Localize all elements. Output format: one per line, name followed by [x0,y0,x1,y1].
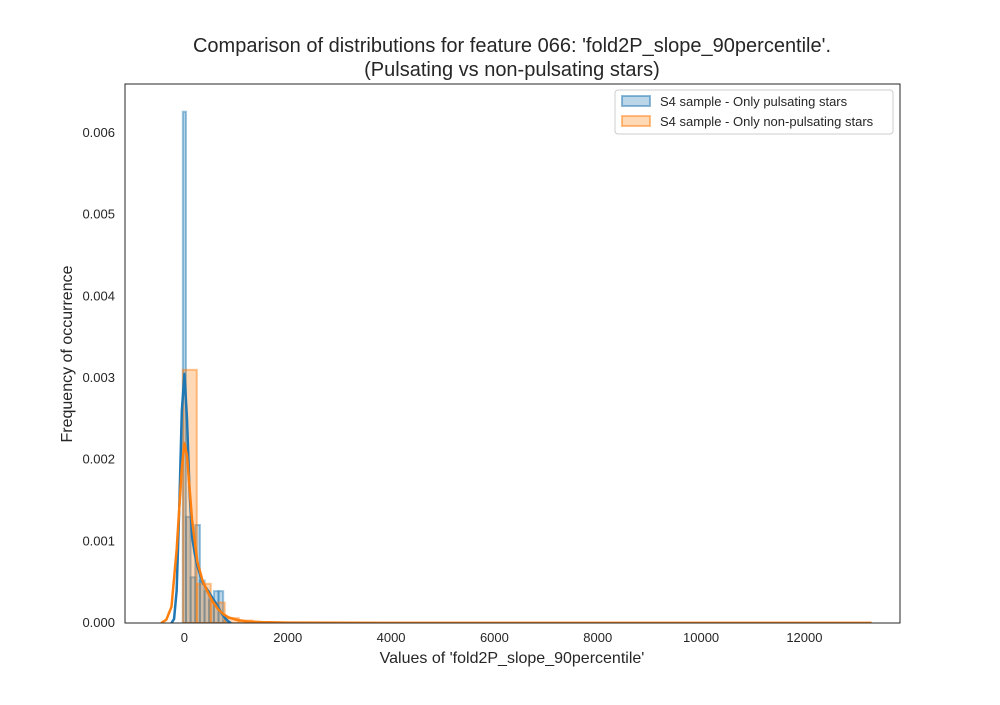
x-tick-label-5: 10000 [683,630,719,645]
legend-swatch-non-pulsating [621,115,651,127]
y-axis-label: Frequency of occurrence [59,265,76,442]
x-tick-label-2: 4000 [377,630,406,645]
x-tick-label-4: 8000 [583,630,612,645]
chart-title-line1: Comparison of distributions for feature … [193,35,831,57]
y-axis-ticks: 0.000 0.001 0.002 0.003 0.004 0.005 0.006 [82,125,115,630]
legend-swatch-pulsating [621,95,651,107]
x-tick-label-3: 6000 [480,630,509,645]
y-tick-label-3: 0.003 [82,370,115,385]
y-tick-label-6: 0.006 [82,125,115,140]
plot-area [160,110,872,623]
legend-label-pulsating: S4 sample - Only pulsating stars [660,94,848,109]
x-tick-label-0: 0 [181,630,188,645]
x-axis-label: Values of 'fold2P_slope_90percentile' [380,650,645,667]
plot-frame [124,83,901,624]
legend-box [614,89,894,135]
y-tick-label-0: 0.000 [82,615,115,630]
x-tick-label-6: 12000 [786,630,822,645]
chart-title-line2: (Pulsating vs non-pulsating stars) [364,59,660,81]
x-tick-label-1: 2000 [273,630,302,645]
y-tick-label-1: 0.001 [82,533,115,548]
legend: S4 sample - Only pulsating stars S4 samp… [614,89,894,135]
legend-label-non-pulsating: S4 sample - Only non-pulsating stars [660,114,874,129]
y-tick-label-4: 0.004 [82,288,115,303]
x-axis-ticks: 0 2000 4000 6000 8000 10000 12000 [181,630,823,645]
y-tick-label-2: 0.002 [82,452,115,467]
y-tick-label-5: 0.005 [82,207,115,222]
hist-bar-0-0 [181,110,187,623]
